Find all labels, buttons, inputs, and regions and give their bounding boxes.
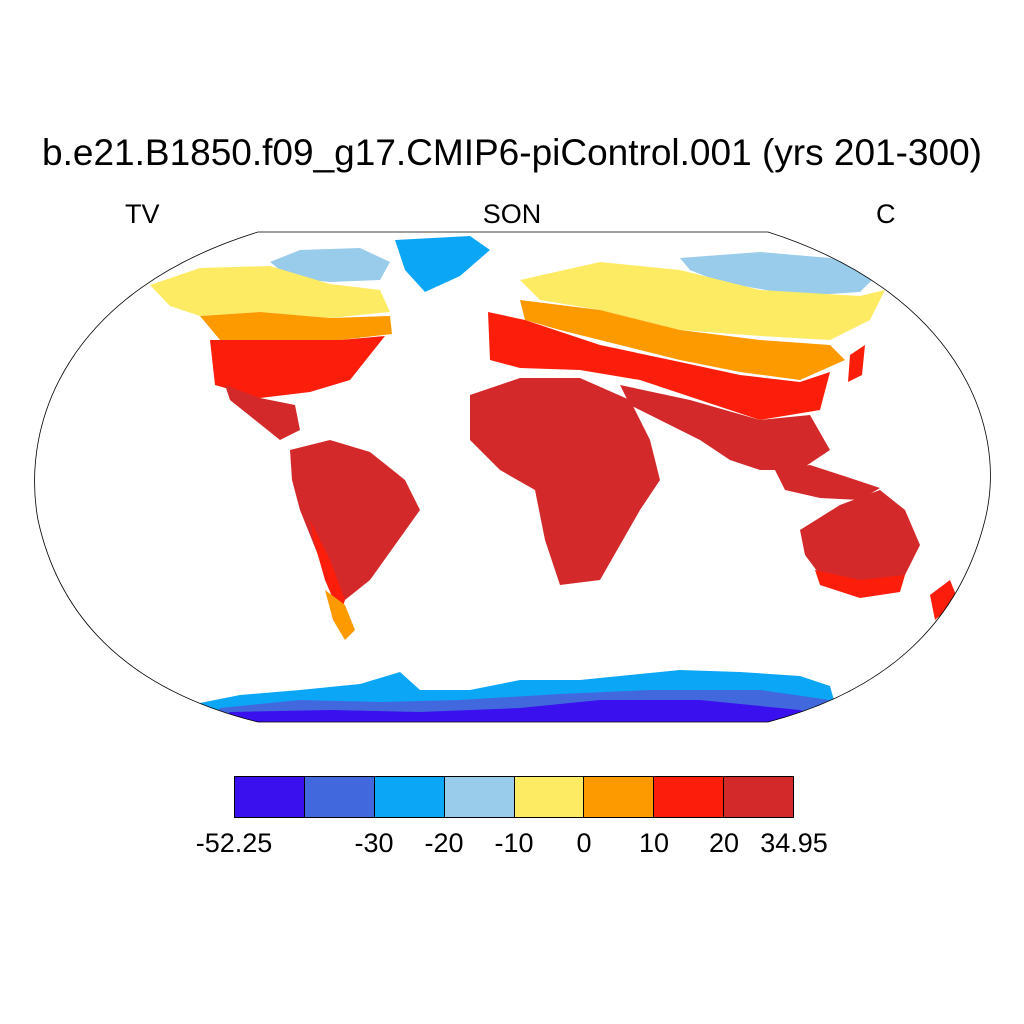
plot-title: b.e21.B1850.f09_g17.CMIP6-piControl.001 …: [42, 132, 982, 173]
colorbar-tick-label: 34.95: [760, 828, 828, 858]
australia: [800, 490, 920, 585]
eurasia-orange: [520, 300, 845, 380]
colorbar-tick-label: 0: [576, 828, 592, 858]
colorbar-box-1: [304, 777, 375, 817]
north-america-red: [210, 336, 385, 398]
central-america: [225, 385, 300, 440]
north-america-yellow: [150, 266, 390, 318]
eurasia-red: [488, 312, 830, 420]
eurasia-cold: [680, 252, 880, 296]
greenland: [395, 236, 490, 292]
map-fill-layer: [150, 236, 958, 722]
colorbar-tick-label: -30: [354, 828, 394, 858]
colorbar-box-7: [724, 777, 793, 817]
north-america-orange: [200, 312, 392, 340]
map-border: [34, 231, 991, 723]
colorbar-box-3: [444, 777, 515, 817]
season-label: SON: [482, 199, 542, 229]
colorbar-tick-label: -52.25: [195, 828, 273, 858]
australia-south: [815, 570, 905, 598]
colorbar-box-0: [235, 777, 305, 817]
colorbar-tick-label: -20: [424, 828, 464, 858]
japan: [848, 345, 865, 382]
colorbar-box-5: [584, 777, 655, 817]
colorbar-box-4: [514, 777, 585, 817]
colorbar: [234, 776, 794, 818]
new-zealand: [930, 580, 958, 620]
africa: [470, 378, 660, 585]
units-label: C: [876, 199, 896, 229]
maritime-asia: [775, 465, 880, 500]
variable-label: TV: [125, 199, 160, 229]
colorbar-box-6: [654, 777, 725, 817]
antarctica-core: [220, 700, 830, 722]
south-america-hot: [290, 440, 420, 600]
south-america-orange: [325, 590, 355, 640]
colorbar-tick-label: 10: [638, 828, 670, 858]
north-america-cold: [270, 248, 390, 282]
colorbar-box-2: [374, 777, 445, 817]
south-america-red: [310, 520, 345, 615]
colorbar-tick-label: -10: [494, 828, 534, 858]
eurasia-yellow: [520, 262, 885, 340]
asia-hot: [620, 385, 830, 470]
colorbar-tick-label: 20: [708, 828, 740, 858]
